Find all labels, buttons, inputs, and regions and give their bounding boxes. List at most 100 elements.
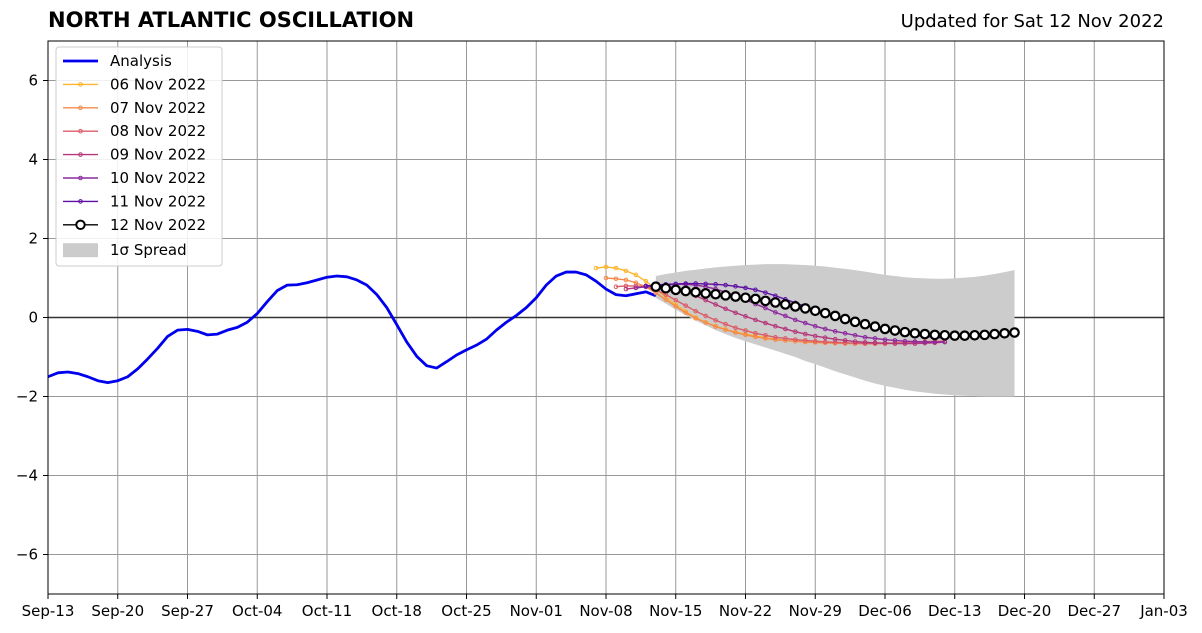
legend-label: 10 Nov 2022 bbox=[110, 169, 206, 187]
forecast-point bbox=[613, 265, 619, 271]
forecast-point bbox=[743, 332, 748, 338]
forecast-point bbox=[949, 330, 961, 341]
forecast-point bbox=[989, 328, 1000, 340]
forecast-point bbox=[663, 297, 669, 303]
series-lines bbox=[47, 264, 1020, 385]
x-tick-label: Nov-22 bbox=[719, 602, 772, 620]
y-tick-label: −6 bbox=[16, 546, 38, 564]
forecast-point bbox=[760, 295, 771, 307]
forecast-point bbox=[680, 285, 692, 297]
forecast-point bbox=[673, 297, 679, 303]
forecast-point bbox=[730, 291, 741, 302]
forecast-point bbox=[783, 313, 788, 319]
legend-swatch-marker bbox=[78, 128, 83, 134]
forecast-point bbox=[842, 331, 848, 336]
forecast-point bbox=[660, 282, 672, 294]
forecast-point bbox=[603, 275, 609, 281]
x-tick-label: Nov-01 bbox=[510, 602, 563, 620]
forecast-point bbox=[999, 327, 1010, 339]
forecast-point bbox=[832, 329, 838, 334]
forecast-point bbox=[829, 310, 841, 322]
forecast-point bbox=[793, 337, 798, 342]
forecast-point bbox=[693, 315, 698, 321]
forecast-point bbox=[773, 334, 778, 340]
legend-label: 12 Nov 2022 bbox=[110, 216, 206, 234]
forecast-point bbox=[690, 286, 701, 298]
forecast-point bbox=[892, 338, 898, 343]
forecast-point bbox=[743, 314, 748, 319]
forecast-point bbox=[693, 308, 698, 314]
forecast-point bbox=[683, 303, 689, 308]
forecast-point bbox=[869, 321, 881, 332]
y-tick-label: −4 bbox=[16, 467, 38, 485]
forecast-point bbox=[763, 305, 768, 311]
forecast-point bbox=[929, 329, 941, 341]
forecast-point bbox=[889, 325, 901, 336]
forecast-point bbox=[623, 277, 629, 283]
forecast-point bbox=[683, 310, 689, 316]
forecast-point bbox=[613, 284, 619, 289]
forecast-point bbox=[839, 313, 851, 325]
forecast-point bbox=[723, 321, 728, 327]
forecast-point bbox=[899, 326, 911, 338]
y-tick-label: 6 bbox=[28, 72, 38, 90]
forecast-point bbox=[812, 323, 818, 329]
forecast-point bbox=[849, 316, 861, 328]
legend-swatch-marker bbox=[78, 175, 83, 181]
forecast-point bbox=[872, 340, 878, 346]
forecast-point bbox=[733, 310, 738, 316]
forecast-point bbox=[862, 334, 868, 340]
forecast-point bbox=[822, 335, 828, 340]
forecast-point bbox=[710, 288, 721, 300]
forecast-point bbox=[819, 307, 831, 319]
forecast-point bbox=[733, 330, 738, 335]
forecast-point bbox=[793, 329, 798, 335]
forecast-point bbox=[1009, 327, 1020, 338]
forecast-point bbox=[753, 317, 758, 323]
legend-label: 06 Nov 2022 bbox=[110, 75, 206, 93]
legend-box bbox=[55, 46, 223, 267]
forecast-point bbox=[912, 339, 918, 344]
analysis-line bbox=[47, 270, 657, 385]
forecast-point bbox=[743, 328, 748, 333]
forecast-point bbox=[842, 338, 848, 343]
forecast-point bbox=[919, 328, 931, 340]
forecast-point bbox=[723, 282, 728, 288]
forecast-point bbox=[812, 333, 818, 339]
forecast-point bbox=[852, 339, 858, 344]
forecast-point bbox=[882, 337, 888, 342]
forecast-point bbox=[703, 320, 708, 325]
forecast-point bbox=[812, 338, 818, 344]
forecast-point bbox=[763, 320, 768, 326]
forecast-point bbox=[809, 305, 821, 317]
legend-label: 08 Nov 2022 bbox=[110, 122, 206, 140]
forecast-point bbox=[713, 324, 718, 329]
forecast-point bbox=[673, 304, 679, 309]
y-tick-label: 4 bbox=[28, 151, 38, 169]
x-tick-label: Nov-29 bbox=[789, 602, 842, 620]
legend-swatch-marker bbox=[75, 219, 86, 231]
x-tick-label: Oct-04 bbox=[232, 602, 282, 620]
x-tick-label: Oct-25 bbox=[441, 602, 491, 620]
forecast-point bbox=[623, 286, 629, 292]
forecast-point bbox=[922, 339, 928, 345]
forecast-point bbox=[703, 313, 708, 319]
forecast-point bbox=[959, 330, 971, 341]
forecast-point bbox=[643, 278, 649, 284]
forecast-point bbox=[723, 327, 728, 333]
forecast-point bbox=[740, 292, 751, 304]
forecast-point bbox=[623, 268, 629, 274]
legend-label: 11 Nov 2022 bbox=[110, 192, 206, 210]
x-tick-label: Dec-13 bbox=[928, 602, 982, 620]
legend: Analysis 06 Nov 2022 07 Nov 2022 08 Nov 202… bbox=[55, 46, 223, 267]
forecast-point bbox=[822, 326, 828, 332]
x-tick-label: Dec-06 bbox=[858, 602, 912, 620]
forecast-point bbox=[733, 283, 738, 289]
y-tick-label: 0 bbox=[28, 309, 38, 327]
forecast-point bbox=[763, 290, 768, 295]
forecast-point bbox=[802, 338, 808, 343]
forecast-point bbox=[932, 339, 938, 345]
forecast-point bbox=[713, 282, 718, 287]
x-tick-label: Sep-27 bbox=[161, 602, 214, 620]
